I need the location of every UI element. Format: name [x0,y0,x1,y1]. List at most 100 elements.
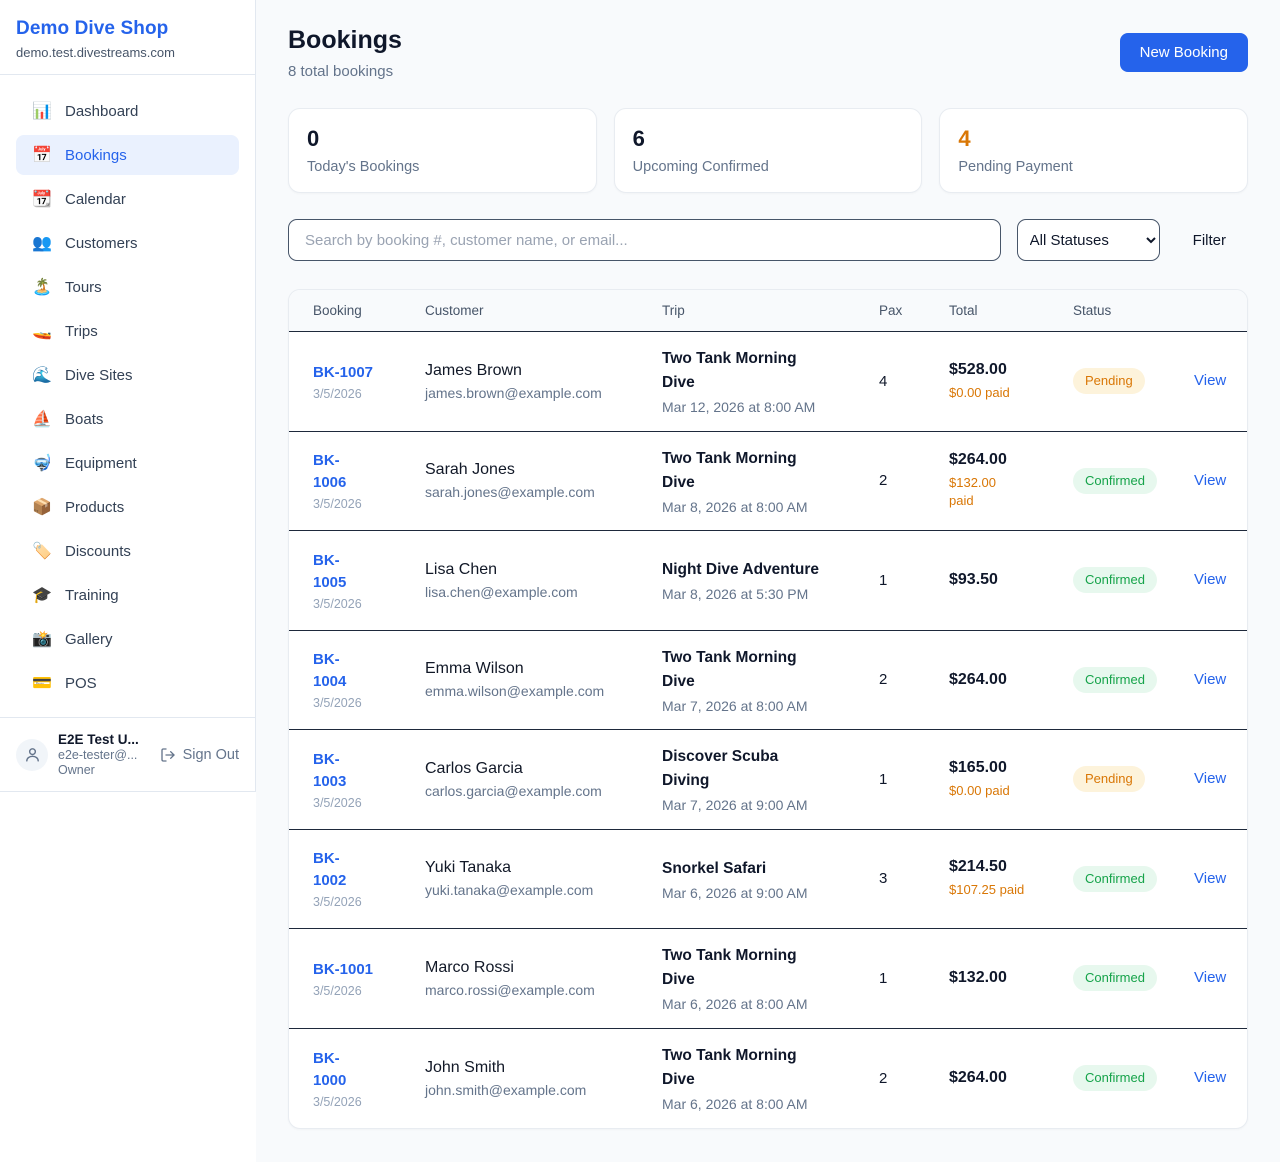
booking-id-link[interactable]: BK-1007 [313,363,374,381]
view-link[interactable]: View [1194,969,1227,987]
booking-cell: BK-1001 3/5/2026 [313,959,425,998]
table-header-row: Booking Customer Trip Pax Total Status [289,290,1247,332]
booking-id-link[interactable]: BK- 1004 [313,651,347,691]
view-link[interactable]: View [1194,770,1227,788]
booking-id-link[interactable]: BK- 1005 [313,551,347,591]
table-row: BK- 1002 3/5/2026 Yuki Tanaka yuki.tanak… [289,830,1247,929]
trip-name: Snorkel Safari [662,859,767,877]
view-link[interactable]: View [1194,471,1227,489]
pax-count: 2 [879,1069,888,1087]
table-row: BK- 1004 3/5/2026 Emma Wilson emma.wilso… [289,631,1247,730]
page-title-block: Bookings 8 total bookings [288,26,402,80]
sidebar-item-pos[interactable]: 💳 POS [16,663,239,703]
status-badge: Pending [1073,766,1145,793]
pax-count: 1 [879,571,888,589]
customer-cell: Sarah Jones sarah.jones@example.com [425,461,662,500]
booking-date: 3/5/2026 [313,795,362,810]
trip-datetime: Mar 8, 2026 at 5:30 PM [662,586,809,603]
pax-count: 2 [879,472,888,490]
sidebar-item-customers[interactable]: 👥 Customers [16,223,239,263]
customer-email: sarah.jones@example.com [425,484,595,501]
sidebar-item-bookings[interactable]: 📅 Bookings [16,135,239,175]
total-cell: $165.00 $0.00 paid [949,759,1073,800]
customer-cell: Emma Wilson emma.wilson@example.com [425,660,662,699]
trip-cell: Two Tank Morning Dive Mar 12, 2026 at 8:… [662,347,879,415]
customer-email: marco.rossi@example.com [425,981,595,998]
customer-cell: John Smith john.smith@example.com [425,1059,662,1098]
filter-button[interactable]: Filter [1192,231,1226,249]
brand-block: Demo Dive Shop demo.test.divestreams.com [0,0,255,75]
trip-cell: Discover Scuba Diving Mar 7, 2026 at 9:0… [662,745,879,813]
search-input[interactable] [288,219,1001,261]
view-link[interactable]: View [1194,372,1227,390]
view-link[interactable]: View [1194,1069,1227,1087]
wave-icon: 🌊 [32,367,52,384]
status-badge: Confirmed [1073,1065,1157,1092]
sidebar-item-dive-sites[interactable]: 🌊 Dive Sites [16,355,239,395]
customer-name: Carlos Garcia [425,759,523,777]
sidebar-nav: 📊 Dashboard 📅 Bookings 📆 Calendar 👥 Cust… [0,75,255,717]
view-link[interactable]: View [1194,571,1227,589]
booking-id-link[interactable]: BK-1001 [313,960,374,978]
table-row: BK-1007 3/5/2026 James Brown james.brown… [289,332,1247,432]
sidebar-item-gallery[interactable]: 📸 Gallery [16,619,239,659]
trip-datetime: Mar 8, 2026 at 8:00 AM [662,498,808,515]
total-cell: $132.00 [949,969,1073,987]
pax-count: 2 [879,671,888,689]
booking-cell: BK- 1006 3/5/2026 [313,450,425,511]
bar-chart-icon: 📊 [32,103,52,120]
user-icon [25,748,39,762]
booking-id-link[interactable]: BK- 1002 [313,850,347,890]
main-content: Bookings 8 total bookings New Booking 0 … [256,0,1280,1162]
new-booking-button[interactable]: New Booking [1119,33,1248,72]
total-amount: $214.50 [949,858,1007,876]
status-badge: Confirmed [1073,467,1157,494]
trip-datetime: Mar 12, 2026 at 8:00 AM [662,399,816,416]
sign-out-button[interactable]: Sign Out [160,747,239,763]
brand-name: Demo Dive Shop [16,18,169,39]
booking-id-link[interactable]: BK- 1006 [313,452,347,492]
total-amount: $93.50 [949,571,998,589]
sidebar-item-label: Dashboard [65,102,139,120]
stat-value: 4 [958,126,971,151]
column-header-customer: Customer [425,303,484,318]
customer-email: lisa.chen@example.com [425,583,578,600]
status-cell: Confirmed [1073,865,1194,892]
sidebar-item-dashboard[interactable]: 📊 Dashboard [16,91,239,131]
sidebar-item-products[interactable]: 📦 Products [16,487,239,527]
status-select[interactable]: All Statuses [1016,219,1160,261]
customer-cell: Marco Rossi marco.rossi@example.com [425,959,662,998]
sidebar-item-boats[interactable]: ⛵ Boats [16,399,239,439]
credit-card-icon: 💳 [32,675,52,692]
view-link[interactable]: View [1194,869,1227,887]
table-row: BK- 1006 3/5/2026 Sarah Jones sarah.jone… [289,432,1247,531]
sidebar-item-equipment[interactable]: 🤿 Equipment [16,443,239,483]
booking-date: 3/5/2026 [313,497,362,512]
sidebar-item-label: Bookings [65,146,127,164]
sidebar-item-discounts[interactable]: 🏷️ Discounts [16,531,239,571]
booking-cell: BK- 1005 3/5/2026 [313,550,425,611]
booking-cell: BK- 1002 3/5/2026 [313,848,425,909]
sidebar-item-calendar[interactable]: 📆 Calendar [16,179,239,219]
pax-count: 4 [879,372,888,390]
sidebar-item-training[interactable]: 🎓 Training [16,575,239,615]
trip-cell: Two Tank Morning Dive Mar 8, 2026 at 8:0… [662,447,879,515]
trip-datetime: Mar 6, 2026 at 8:00 AM [662,996,808,1013]
sidebar-item-label: Dive Sites [65,366,133,384]
customer-email: john.smith@example.com [425,1081,587,1098]
customer-name: Yuki Tanaka [425,859,511,877]
island-icon: 🏝️ [32,279,52,296]
customer-email: carlos.garcia@example.com [425,782,602,799]
booking-id-link[interactable]: BK- 1000 [313,1049,347,1089]
stat-label: Pending Payment [958,159,1073,175]
booking-cell: BK-1007 3/5/2026 [313,362,425,401]
booking-id-link[interactable]: BK- 1003 [313,750,347,790]
sidebar-item-tours[interactable]: 🏝️ Tours [16,267,239,307]
view-link[interactable]: View [1194,670,1227,688]
sidebar-item-trips[interactable]: 🚤 Trips [16,311,239,351]
customer-name: Lisa Chen [425,560,498,578]
customer-name: Emma Wilson [425,660,524,678]
total-cell: $93.50 [949,571,1073,589]
customer-cell: James Brown james.brown@example.com [425,362,662,401]
booking-date: 3/5/2026 [313,895,362,910]
